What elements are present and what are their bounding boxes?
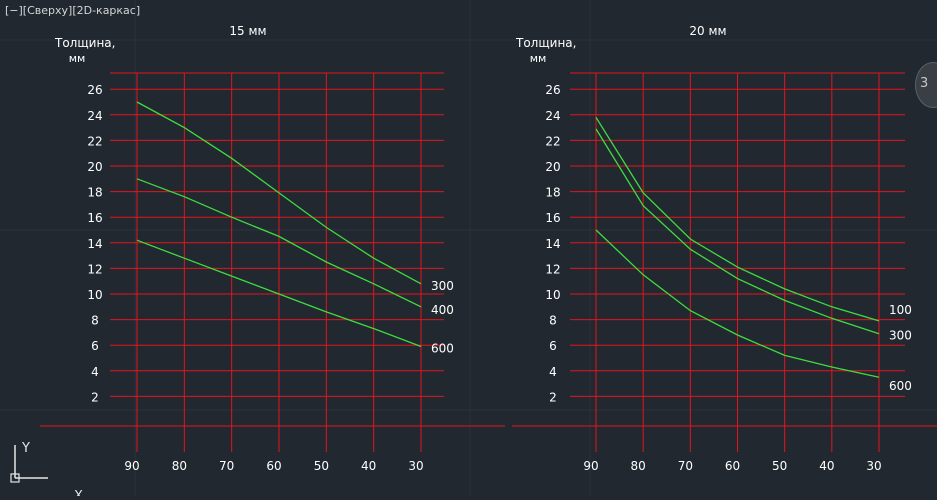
- y-tick-label-0-4: 10: [87, 288, 102, 302]
- series-label-0-300: 300: [431, 279, 454, 293]
- x-tick-label-0-5: 40: [361, 459, 376, 473]
- series-line-0-600: [136, 239, 422, 348]
- x-tick-label-0-0: 90: [124, 459, 139, 473]
- x-tick-label-1-4: 50: [772, 459, 787, 473]
- y-tick-label-0-11: 24: [87, 109, 102, 123]
- x-tick-label-0-4: 50: [314, 459, 329, 473]
- y-tick-label-0-3: 8: [91, 314, 99, 328]
- y-tick-label-0-5: 12: [87, 262, 102, 276]
- series-line-0-400: [136, 178, 422, 308]
- chart-title-1: 20 мм: [689, 24, 726, 38]
- ucs-origin-box: [10, 473, 20, 483]
- y-tick-label-0-1: 4: [91, 365, 99, 379]
- y-tick-label-0-10: 22: [87, 134, 102, 148]
- y-tick-label-1-9: 20: [545, 160, 560, 174]
- series-label-0-400: 400: [431, 303, 454, 317]
- x-tick-label-0-6: 30: [408, 459, 423, 473]
- y-tick-label-1-3: 8: [549, 314, 557, 328]
- x-tick-label-1-3: 60: [725, 459, 740, 473]
- ucs-x-label: X: [74, 489, 83, 496]
- x-tick-label-1-5: 40: [819, 459, 834, 473]
- y-tick-label-1-5: 12: [545, 262, 560, 276]
- y-tick-label-0-6: 14: [87, 237, 102, 251]
- x-tick-label-1-0: 90: [583, 459, 598, 473]
- y-tick-label-0-9: 20: [87, 160, 102, 174]
- y-tick-label-1-0: 2: [549, 390, 557, 404]
- y-tick-label-1-7: 16: [545, 211, 560, 225]
- y-tick-label-1-8: 18: [545, 186, 560, 200]
- series-label-1-600: 600: [889, 379, 912, 393]
- y-tick-label-1-1: 4: [549, 365, 557, 379]
- ucs-y-label: Y: [21, 441, 30, 456]
- y-tick-label-1-11: 24: [545, 109, 560, 123]
- y-tick-label-0-7: 16: [87, 211, 102, 225]
- x-tick-label-0-2: 70: [219, 459, 234, 473]
- y-axis-label-1: Толщина,: [515, 36, 576, 50]
- series-line-0-300: [136, 101, 422, 285]
- x-tick-label-0-1: 80: [172, 459, 187, 473]
- series-label-1-300: 300: [889, 329, 912, 343]
- series-line-1-600: [595, 229, 880, 378]
- y-axis-unit-1: мм: [530, 52, 547, 65]
- y-tick-label-1-4: 10: [545, 288, 560, 302]
- y-tick-label-0-2: 6: [91, 339, 99, 353]
- series-line-1-100: [595, 117, 880, 322]
- y-tick-label-0-12: 26: [87, 83, 102, 97]
- series-label-0-600: 600: [431, 341, 454, 355]
- y-axis-unit-0: мм: [69, 52, 86, 65]
- series-line-1-300: [595, 128, 880, 335]
- series-label-1-100: 100: [889, 303, 912, 317]
- nav-cube-label: 3: [920, 76, 929, 91]
- x-tick-label-1-1: 80: [631, 459, 646, 473]
- ucs-icon: Y X: [10, 441, 83, 500]
- y-tick-label-1-10: 22: [545, 134, 560, 148]
- x-tick-label-1-2: 70: [678, 459, 693, 473]
- x-tick-label-1-6: 30: [866, 459, 881, 473]
- y-axis-label-0: Толщина,: [54, 36, 115, 50]
- chart-title-0: 15 мм: [229, 24, 266, 38]
- y-tick-label-0-8: 18: [87, 186, 102, 200]
- viewport-controls-label[interactable]: [−][Сверху][2D-каркас]: [5, 4, 141, 17]
- y-tick-label-1-2: 6: [549, 339, 557, 353]
- y-tick-label-0-0: 2: [91, 390, 99, 404]
- y-tick-label-1-6: 14: [545, 237, 560, 251]
- x-tick-label-0-3: 60: [266, 459, 281, 473]
- y-tick-label-1-12: 26: [545, 83, 560, 97]
